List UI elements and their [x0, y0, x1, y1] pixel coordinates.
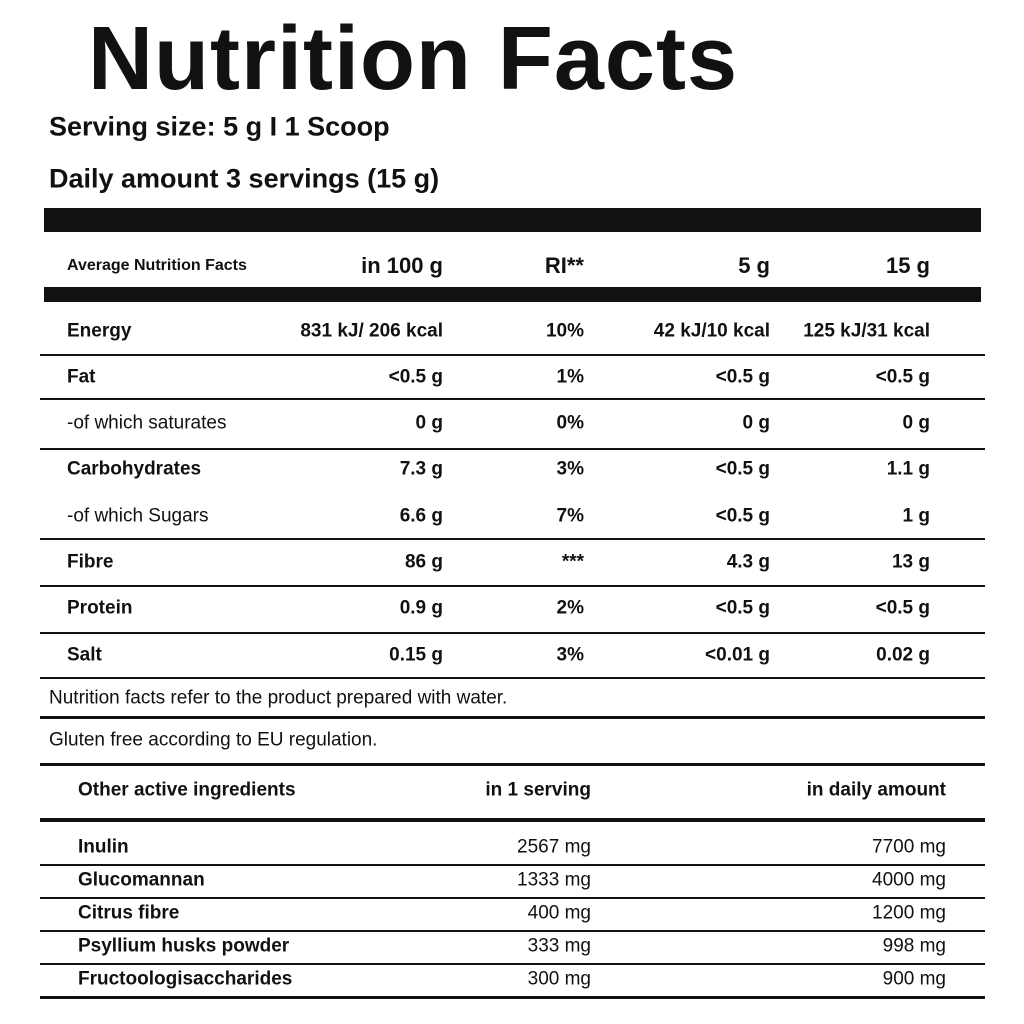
nutrient-value: <0.5 g — [715, 505, 770, 527]
nutrient-value: 3% — [556, 458, 584, 480]
nutrient-name: Salt — [67, 644, 102, 666]
rule — [40, 448, 985, 450]
rule — [40, 864, 985, 866]
nutrient-value: 86 g — [404, 551, 443, 573]
nutrient-value: 1% — [556, 366, 584, 388]
column-header: 15 g — [885, 253, 930, 278]
column-header: 5 g — [738, 253, 770, 278]
nutrient-value: 0 g — [415, 412, 443, 434]
nutrient-name: -of which saturates — [67, 412, 227, 434]
ingredient-name: Glucomannan — [78, 869, 205, 891]
rule — [40, 398, 985, 400]
ingredient-amount: 998 mg — [882, 935, 946, 957]
rule — [40, 538, 985, 540]
column-header: RI** — [544, 253, 584, 278]
rule — [40, 996, 985, 999]
nutrient-value: 125 kJ/31 kcal — [803, 320, 930, 342]
nutrient-name: Energy — [67, 320, 132, 342]
ingredient-amount: 4000 mg — [872, 869, 946, 891]
nutrient-value: <0.5 g — [875, 366, 930, 388]
ingredient-amount: 300 mg — [527, 968, 591, 990]
ingredient-amount: 333 mg — [527, 935, 591, 957]
rule — [40, 818, 985, 822]
nutrient-value: 831 kJ/ 206 kcal — [300, 320, 443, 342]
nutrient-name: Protein — [67, 597, 133, 619]
ingredients-header: in daily amount — [806, 779, 946, 801]
nutrient-name: -of which Sugars — [67, 505, 209, 527]
nutrient-value: 13 g — [891, 551, 930, 573]
nutrient-value: 7% — [556, 505, 584, 527]
nutrient-value: 42 kJ/10 kcal — [653, 320, 770, 342]
nutrient-value: <0.01 g — [705, 644, 770, 666]
ingredient-amount: 900 mg — [882, 968, 946, 990]
rule — [40, 585, 985, 587]
ingredient-name: Citrus fibre — [78, 902, 180, 924]
nutrient-value: 0.15 g — [389, 644, 443, 666]
nutrient-value: <0.5 g — [388, 366, 443, 388]
nutrient-value: *** — [561, 551, 584, 573]
column-header: Average Nutrition Facts — [67, 257, 247, 274]
ingredient-amount: 1333 mg — [517, 869, 591, 891]
rule — [40, 632, 985, 634]
nutrient-value: 0 g — [902, 412, 930, 434]
note: Nutrition facts refer to the product pre… — [49, 687, 508, 709]
nutrient-value: 0.02 g — [876, 644, 930, 666]
rule — [40, 963, 985, 965]
rule — [40, 677, 985, 679]
nutrient-value: 3% — [556, 644, 584, 666]
rule — [40, 930, 985, 932]
nutrient-value: 4.3 g — [726, 551, 770, 573]
nutrient-value: 1.1 g — [886, 458, 930, 480]
rule — [40, 763, 985, 766]
nutrient-name: Carbohydrates — [67, 458, 202, 480]
serving-size: Serving size: 5 g I 1 Scoop — [49, 111, 390, 142]
column-header: in 100 g — [361, 253, 443, 278]
nutrient-value: 0 g — [742, 412, 770, 434]
nutrient-value: 2% — [556, 597, 584, 619]
ingredients-header: Other active ingredients — [78, 779, 296, 801]
nutrient-value: <0.5 g — [875, 597, 930, 619]
rule — [40, 897, 985, 899]
nutrient-name: Fat — [67, 366, 96, 388]
nutrient-value: 6.6 g — [399, 505, 443, 527]
nutrient-value: <0.5 g — [715, 458, 770, 480]
thick-bar — [44, 208, 981, 232]
nutrient-value: 7.3 g — [399, 458, 443, 480]
ingredient-name: Fructoologisaccharides — [78, 968, 293, 990]
title: Nutrition Facts — [88, 9, 739, 109]
rule — [40, 354, 985, 356]
note: Gluten free according to EU regulation. — [49, 729, 378, 751]
ingredient-amount: 1200 mg — [872, 902, 946, 924]
ingredient-name: Psyllium husks powder — [78, 935, 290, 957]
nutrient-value: 0% — [556, 412, 584, 434]
nutrient-value: <0.5 g — [715, 597, 770, 619]
ingredients-header: in 1 serving — [485, 779, 591, 801]
ingredient-amount: 2567 mg — [517, 836, 591, 858]
daily-amount: Daily amount 3 servings (15 g) — [49, 163, 440, 194]
nutrient-value: 10% — [545, 320, 584, 342]
rule — [40, 716, 985, 719]
nutrient-value: <0.5 g — [715, 366, 770, 388]
nutrient-name: Fibre — [67, 551, 114, 573]
ingredient-name: Inulin — [78, 836, 129, 858]
nutrient-value: 0.9 g — [399, 597, 443, 619]
ingredient-amount: 7700 mg — [872, 836, 946, 858]
ingredient-amount: 400 mg — [527, 902, 591, 924]
thick-bar — [44, 287, 981, 302]
nutrient-value: 1 g — [902, 505, 930, 527]
